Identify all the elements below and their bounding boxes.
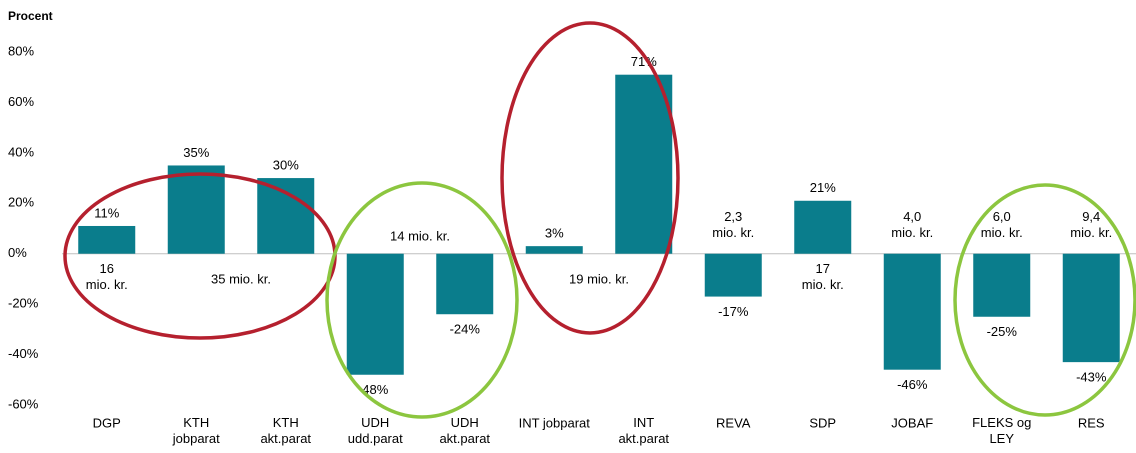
bar bbox=[436, 253, 494, 315]
value-label: -46% bbox=[897, 377, 928, 392]
x-tick-label: KTH akt.parat bbox=[260, 415, 311, 446]
y-tick-label: -20% bbox=[8, 296, 39, 311]
value-label: -43% bbox=[1076, 370, 1107, 385]
bar bbox=[615, 74, 673, 254]
plot: -60% -40% -20% 0% 20% 40% 60% 80% 11% DGP 35% KTH jo… bbox=[8, 43, 1136, 446]
y-tick-label: -40% bbox=[8, 346, 39, 361]
x-tick-label: RES bbox=[1078, 415, 1105, 430]
value-label: -24% bbox=[450, 322, 481, 337]
y-tick-label: 20% bbox=[8, 195, 34, 210]
y-tick-label: 80% bbox=[8, 43, 34, 58]
bar bbox=[704, 253, 762, 297]
bar bbox=[257, 178, 315, 254]
value-label: -25% bbox=[987, 324, 1018, 339]
y-tick-label: 60% bbox=[8, 94, 34, 109]
x-tick-label: INT jobparat bbox=[519, 415, 591, 430]
bar bbox=[346, 253, 404, 375]
amount-annotation: 19 mio. kr. bbox=[569, 271, 629, 286]
x-tick-label: DGP bbox=[93, 415, 121, 430]
amount-annotation: 16 mio. kr. bbox=[86, 261, 128, 292]
value-label: -17% bbox=[718, 304, 749, 319]
x-tick-label: JOBAF bbox=[891, 415, 933, 430]
highlight-ellipse bbox=[500, 21, 680, 335]
amount-annotation: 35 mio. kr. bbox=[211, 271, 271, 286]
value-label: 30% bbox=[273, 158, 299, 173]
x-tick-label: REVA bbox=[716, 415, 751, 430]
value-label: 48% bbox=[362, 382, 388, 397]
bar bbox=[1062, 253, 1120, 363]
bar bbox=[78, 225, 136, 254]
value-label: 21% bbox=[810, 180, 836, 195]
x-tick-label: INT akt.parat bbox=[618, 415, 669, 446]
y-tick-label: -60% bbox=[8, 396, 39, 411]
x-tick-label: FLEKS og LEY bbox=[972, 415, 1031, 446]
value-label: 3% bbox=[545, 226, 564, 241]
bar bbox=[167, 165, 225, 254]
y-axis-label: Procent bbox=[8, 9, 53, 23]
x-tick-label: KTH jobparat bbox=[172, 415, 220, 446]
y-tick-label: 0% bbox=[8, 245, 27, 260]
bar bbox=[525, 246, 583, 254]
amount-annotation: 2,3 mio. kr. bbox=[712, 209, 754, 240]
value-label: 35% bbox=[183, 145, 209, 160]
amount-annotation: 4,0 mio. kr. bbox=[891, 209, 933, 240]
highlight-ellipse bbox=[325, 181, 519, 419]
x-tick-label: SDP bbox=[809, 415, 836, 430]
x-tick-label: UDH akt.parat bbox=[439, 415, 490, 446]
value-label: 11% bbox=[94, 205, 119, 220]
amount-annotation: 9,4 mio. kr. bbox=[1070, 209, 1112, 240]
y-tick-label: 40% bbox=[8, 144, 34, 159]
bar bbox=[973, 253, 1031, 317]
bar bbox=[794, 200, 852, 254]
bar bbox=[883, 253, 941, 370]
x-tick-label: UDH udd.parat bbox=[348, 415, 403, 446]
amount-annotation: 14 mio. kr. bbox=[390, 228, 450, 243]
amount-annotation: 17 mio. kr. bbox=[802, 261, 844, 292]
highlight-ellipse bbox=[953, 183, 1136, 417]
amount-annotation: 6,0 mio. kr. bbox=[981, 209, 1023, 240]
